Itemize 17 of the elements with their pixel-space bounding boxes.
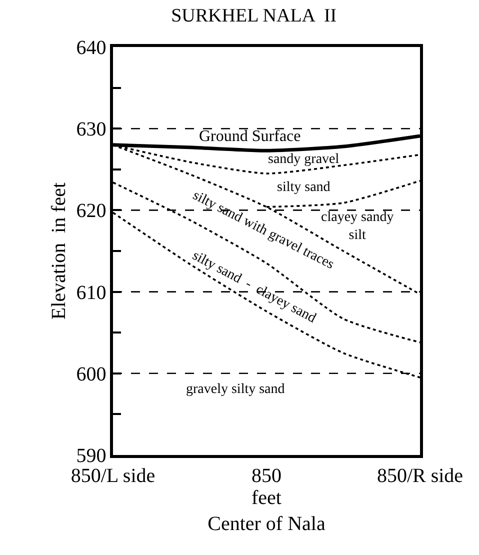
y-tick-label: 630: [76, 118, 106, 141]
y-tick-label: 600: [76, 363, 106, 386]
y-tick-label: 590: [76, 445, 106, 467]
x-tick-label: 850/R side: [376, 464, 464, 487]
annotation: gravely silty sand: [186, 382, 285, 397]
y-tick-label: 640: [76, 37, 106, 59]
y-tick-label: 620: [76, 200, 106, 222]
annotation: clayey sandy silt: [321, 210, 394, 244]
x-tick-label: 850: [252, 464, 282, 487]
x-axis-title: feet Center of Nala: [208, 486, 326, 535]
x-tick-label: 850/L side: [70, 464, 156, 487]
annotation: Ground Surface: [199, 128, 301, 145]
chart-title: SURKHEL NALA II: [171, 6, 337, 27]
y-tick-label: 610: [76, 282, 106, 304]
annotation: silty sand: [277, 180, 330, 195]
annotation: sandy gravel: [268, 152, 340, 167]
y-axis-title: Elevation in feet: [48, 182, 70, 320]
